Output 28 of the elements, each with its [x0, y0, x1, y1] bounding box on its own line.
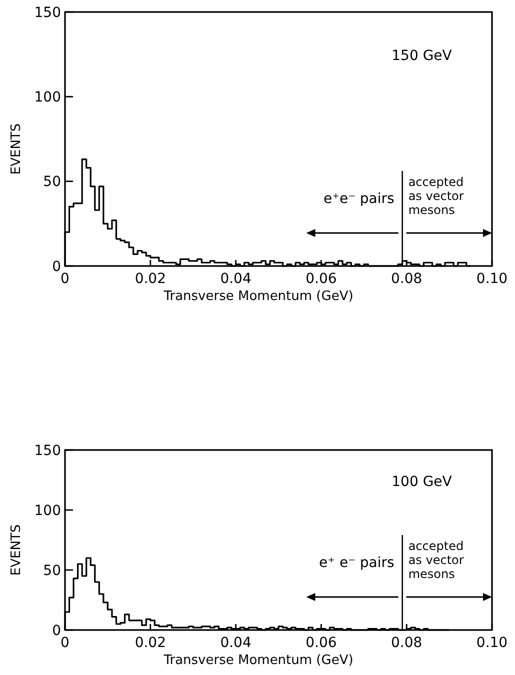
annotation: e⁺e⁻ pairs — [323, 191, 394, 207]
annotation: 100 GeV — [392, 474, 452, 490]
y-axis-title: EVENTS — [9, 123, 24, 175]
y-tick-label: 100 — [34, 90, 61, 106]
annotation: e⁺ e⁻ pairs — [319, 555, 394, 571]
x-tick-label: 0.02 — [134, 271, 166, 287]
x-tick-label: 0.08 — [391, 635, 422, 651]
x-axis-title: Transverse Momentum (GeV) — [162, 653, 354, 668]
y-tick-label: 0 — [52, 622, 61, 639]
y-tick-label: 150 — [34, 442, 61, 459]
y-tick-label: 50 — [43, 562, 61, 579]
y-tick-label: 0 — [52, 258, 61, 275]
x-axis-title: Transverse Momentum (GeV) — [162, 289, 354, 304]
x-tick-label: 0.08 — [391, 271, 422, 287]
x-tick-label: 0.06 — [306, 271, 337, 287]
x-tick-label: 0.02 — [134, 635, 166, 651]
x-tick-label: 0.10 — [476, 271, 508, 287]
x-tick-label: 0.06 — [306, 635, 337, 651]
annotation: 150 GeV — [392, 48, 452, 64]
x-tick-label: 0.10 — [476, 635, 508, 651]
y-tick-label: 150 — [34, 4, 61, 21]
annotation: accepted as vector mesons — [408, 175, 464, 217]
x-tick-label: 0.04 — [220, 271, 252, 287]
y-tick-label: 100 — [34, 502, 61, 519]
y-axis-title: EVENTS — [9, 524, 24, 576]
y-tick-label: 50 — [43, 174, 61, 190]
annotation: accepted as vector mesons — [408, 539, 464, 581]
x-tick-label: 0.04 — [220, 635, 252, 651]
